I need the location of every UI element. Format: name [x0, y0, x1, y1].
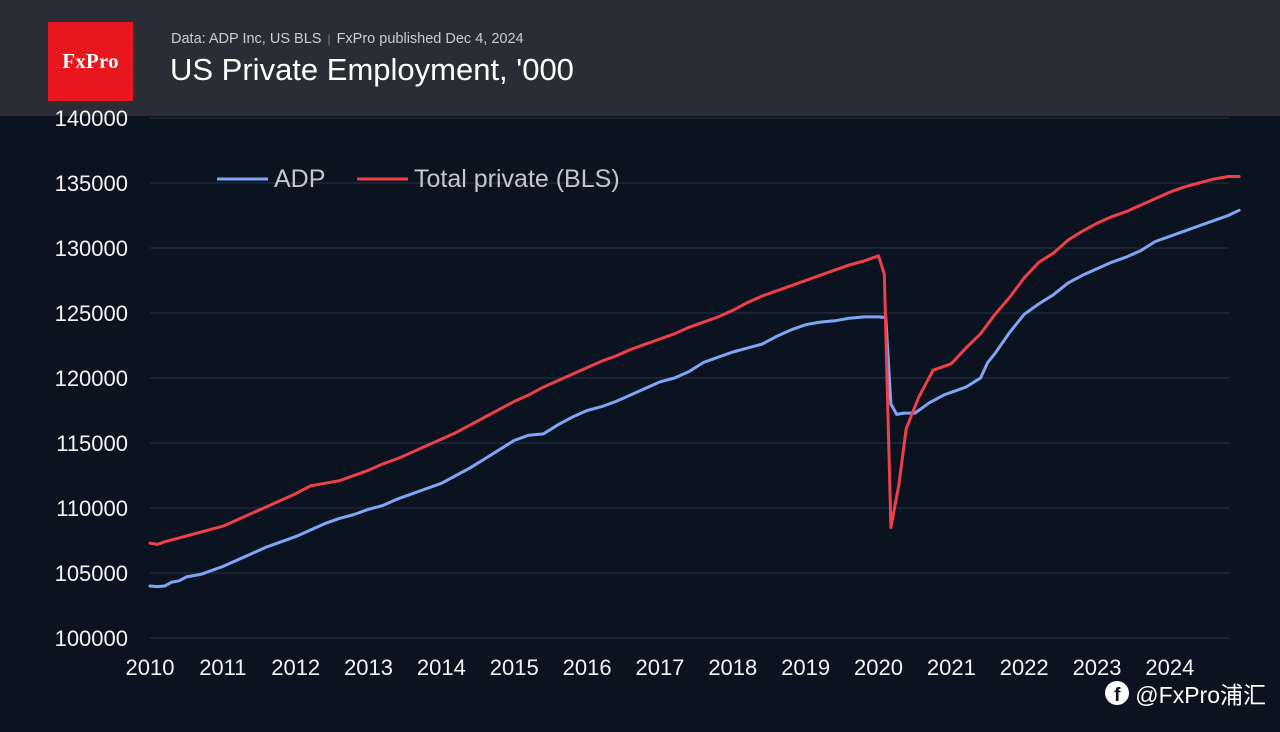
y-tick-label: 115000 — [56, 431, 128, 456]
y-tick-label: 105000 — [55, 561, 128, 586]
logo-text: FxPro — [62, 49, 119, 73]
grid-lines — [150, 117, 1229, 639]
y-tick-label: 130000 — [55, 236, 128, 261]
y-tick-label: 140000 — [55, 106, 128, 131]
source-separator: | — [327, 32, 331, 46]
x-tick-label: 2012 — [271, 655, 320, 680]
x-tick-label: 2022 — [1000, 655, 1049, 680]
y-tick-label: 125000 — [55, 301, 128, 326]
page-title: US Private Employment, '000 — [170, 52, 574, 87]
x-tick-label: 2019 — [781, 655, 830, 680]
series-lines — [148, 175, 1241, 589]
x-axis-ticks: 2010 2011 2012 2013 2014 2015 2016 2017 2018 2019… — [126, 655, 1195, 680]
series-line-adp — [148, 208, 1241, 589]
watermark: f @FxPro浦汇 — [1105, 676, 1266, 710]
x-tick-label: 2010 — [126, 655, 175, 680]
series-line-total-private-bls — [148, 175, 1241, 546]
watermark-text: @FxPro浦汇 — [1135, 682, 1266, 708]
x-tick-label: 2011 — [199, 655, 246, 680]
legend-label: Total private (BLS) — [414, 165, 620, 193]
x-tick-label: 2023 — [1073, 655, 1122, 680]
facebook-icon: f — [1105, 681, 1130, 705]
x-tick-label: 2020 — [854, 655, 903, 680]
fxpro-logo: FxPro — [48, 22, 133, 101]
legend-label: ADP — [274, 165, 325, 193]
y-axis-ticks: 100000 105000 110000 115000 120000 125000 1300… — [55, 106, 128, 651]
x-tick-label: 2024 — [1145, 655, 1194, 680]
x-tick-label: 2014 — [417, 655, 466, 680]
x-tick-label: 2021 — [927, 655, 976, 680]
source-data: Data: ADP Inc, US BLS — [171, 31, 322, 47]
source-line: Data: ADP Inc, US BLS | FxPro published De… — [171, 31, 524, 47]
x-tick-label: 2017 — [635, 655, 684, 680]
y-tick-label: 135000 — [55, 171, 128, 196]
x-tick-label: 2016 — [563, 655, 612, 680]
y-tick-label: 100000 — [55, 626, 128, 651]
y-tick-label: 110000 — [56, 496, 128, 521]
x-tick-label: 2013 — [344, 655, 393, 680]
x-tick-label: 2015 — [490, 655, 539, 680]
source-published: FxPro published Dec 4, 2024 — [336, 31, 524, 47]
chart-legend: ADP Total private (BLS) — [217, 165, 620, 193]
header-bar: FxPro Data: ADP Inc, US BLS | FxPro publis… — [0, 0, 1280, 116]
x-tick-label: 2018 — [708, 655, 757, 680]
y-tick-label: 120000 — [55, 366, 128, 391]
